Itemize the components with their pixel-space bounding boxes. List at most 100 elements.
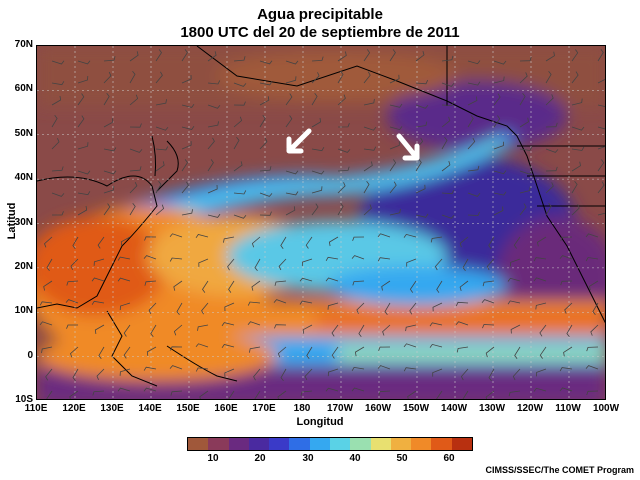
wind-barb: [337, 148, 351, 153]
wind-barb: [143, 366, 157, 371]
wind-barb: [545, 122, 558, 128]
wind-barb: [311, 117, 322, 128]
wind-barb: [485, 390, 495, 399]
wind-barb: [233, 161, 243, 172]
colorbar-label: 50: [396, 453, 408, 464]
wind-barb: [197, 324, 209, 331]
wind-barb: [273, 299, 287, 304]
wind-barb: [586, 346, 599, 352]
wind-barb: [129, 51, 139, 62]
colorbar-label: 40: [349, 453, 361, 464]
wind-barb: [415, 213, 429, 218]
wind-barb: [51, 115, 58, 128]
wind-barb: [571, 204, 580, 216]
wind-barb: [51, 95, 62, 106]
wind-barb: [41, 346, 53, 354]
lon-label: 150W: [402, 403, 430, 414]
wind-barb: [571, 98, 583, 106]
wind-barb: [119, 302, 131, 311]
lon-label: 130W: [478, 403, 506, 414]
wind-barb: [91, 300, 105, 305]
wind-barb: [467, 211, 480, 216]
wind-barb: [259, 60, 273, 65]
wind-barb: [351, 366, 365, 372]
wind-barb: [493, 141, 504, 150]
wind-barb: [39, 321, 53, 326]
colorbar-segment: [289, 438, 310, 450]
wind-barb: [337, 123, 350, 128]
wind-barb: [325, 256, 339, 261]
wind-barb: [571, 146, 585, 151]
wind-barb: [545, 94, 554, 106]
wind-barb: [389, 159, 397, 172]
wind-barb: [119, 368, 131, 376]
wind-barb: [597, 146, 605, 150]
wind-barb: [403, 233, 417, 238]
wind-barb: [233, 82, 247, 87]
wind-barb: [597, 49, 604, 62]
wind-barb: [363, 161, 373, 172]
lon-label: 160E: [214, 403, 238, 414]
colorbar-label: 60: [443, 453, 455, 464]
wind-barb: [39, 301, 53, 306]
wind-barb: [44, 236, 53, 248]
wind-barb: [207, 121, 219, 128]
wind-barb: [224, 302, 235, 312]
wind-barb: [351, 387, 365, 392]
wind-barb: [467, 81, 481, 86]
wind-barb: [181, 49, 188, 62]
wind-barb: [441, 116, 451, 128]
wind-barb: [247, 301, 261, 306]
wind-barb: [519, 92, 526, 106]
lon-label: 110W: [555, 403, 581, 414]
wind-barb: [103, 93, 110, 106]
wind-barb: [46, 390, 53, 399]
wind-barb: [432, 302, 443, 312]
wind-barb: [441, 82, 455, 87]
precipitable-water-map: [36, 45, 606, 400]
wind-barb: [259, 81, 273, 86]
wind-barb: [51, 192, 65, 197]
wind-barb: [96, 368, 105, 380]
wind-barb: [94, 324, 105, 334]
wind-barb: [146, 346, 157, 356]
wind-barb: [441, 136, 448, 150]
wind-barb: [508, 390, 521, 397]
wind-barb: [201, 302, 209, 315]
wind-barb: [285, 191, 299, 196]
wind-barb: [462, 258, 469, 272]
lon-label: 180: [293, 403, 311, 414]
wind-barb: [280, 368, 287, 382]
wind-barb: [377, 257, 391, 262]
wind-barb: [155, 49, 162, 62]
wind-barb: [337, 182, 346, 194]
wind-barb: [432, 368, 443, 377]
lon-label: 150E: [176, 403, 200, 414]
wind-barb: [51, 166, 64, 172]
wind-barb: [545, 70, 552, 84]
wind-barb: [129, 94, 139, 106]
wind-barb: [597, 212, 605, 216]
wind-barb: [285, 93, 293, 106]
wind-barb: [441, 160, 451, 172]
wind-barb: [103, 71, 112, 84]
wind-barb: [389, 208, 401, 216]
wind-barb: [169, 257, 183, 262]
wind-barb: [535, 302, 547, 310]
lat-label: 40N: [14, 172, 33, 184]
wind-barb: [207, 80, 221, 85]
wind-barb: [221, 322, 235, 327]
wind-barb: [249, 346, 261, 353]
wind-barb: [585, 365, 599, 370]
wind-barb: [181, 125, 195, 130]
wind-barb: [103, 56, 116, 62]
colorbar-label: 20: [254, 453, 266, 464]
wind-barb: [389, 103, 403, 108]
wind-barb: [207, 159, 214, 172]
wind-barb: [150, 324, 157, 337]
wind-barb: [129, 123, 142, 128]
arrow-west: [286, 128, 312, 154]
wind-barb: [485, 346, 495, 358]
wind-barb: [467, 96, 478, 106]
wind-barb: [277, 346, 287, 358]
